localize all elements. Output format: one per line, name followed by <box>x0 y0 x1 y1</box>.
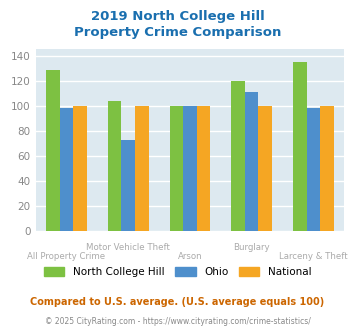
Text: © 2025 CityRating.com - https://www.cityrating.com/crime-statistics/: © 2025 CityRating.com - https://www.city… <box>45 317 310 326</box>
Legend: North College Hill, Ohio, National: North College Hill, Ohio, National <box>39 263 316 281</box>
Text: Compared to U.S. average. (U.S. average equals 100): Compared to U.S. average. (U.S. average … <box>31 297 324 307</box>
Bar <box>183 106 197 231</box>
Bar <box>108 101 121 231</box>
Bar <box>46 70 60 231</box>
Text: Motor Vehicle Theft: Motor Vehicle Theft <box>86 243 170 251</box>
Bar <box>307 108 320 231</box>
Text: All Property Crime: All Property Crime <box>27 252 105 261</box>
Text: Burglary: Burglary <box>233 243 270 251</box>
Text: 2019 North College Hill
Property Crime Comparison: 2019 North College Hill Property Crime C… <box>74 10 281 39</box>
Bar <box>121 140 135 231</box>
Bar <box>320 106 334 231</box>
Bar <box>231 81 245 231</box>
Bar <box>73 106 87 231</box>
Bar <box>293 62 307 231</box>
Bar <box>245 92 258 231</box>
Text: Arson: Arson <box>178 252 202 261</box>
Bar <box>258 106 272 231</box>
Text: Larceny & Theft: Larceny & Theft <box>279 252 348 261</box>
Bar <box>135 106 148 231</box>
Bar <box>60 108 73 231</box>
Bar <box>197 106 210 231</box>
Bar <box>170 106 183 231</box>
